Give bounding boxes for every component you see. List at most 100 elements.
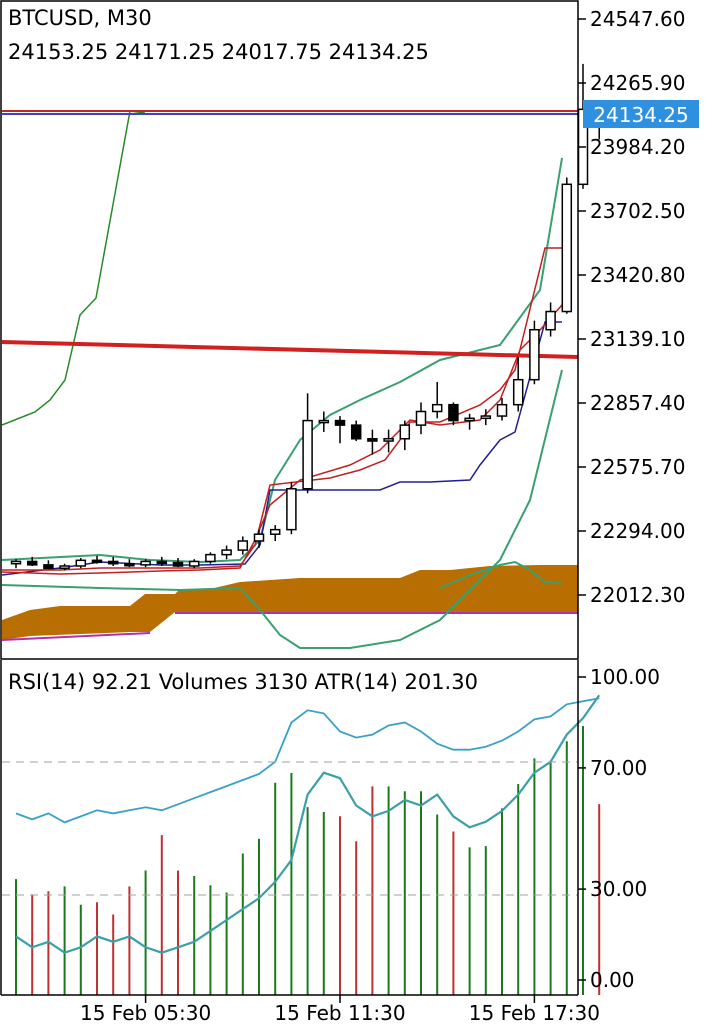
price-tick-label: 22012.30 (590, 583, 685, 607)
candle-body (350, 424, 362, 440)
candle (75, 558, 87, 569)
bollinger-lower-line (1, 369, 563, 649)
candle-body (172, 561, 184, 567)
price-tick-label: 23139.10 (590, 327, 685, 351)
candle-body (237, 540, 249, 551)
candle-body (367, 438, 378, 442)
price-tick-label: 24547.60 (590, 7, 685, 31)
candle-body (480, 415, 492, 420)
candle-body (156, 560, 168, 565)
price-axis: 24547.60 24265.90 23984.20 23702.50 23420.80… (578, 7, 685, 607)
candle-body (383, 438, 394, 442)
time-tick-label: 15 Feb 11:30 (274, 1001, 405, 1025)
red-line-thin (1, 304, 563, 575)
price-tick-label: 24265.90 (590, 71, 685, 95)
candle (529, 320, 540, 385)
candle-body (253, 533, 265, 542)
candle-body (464, 417, 475, 422)
candle-body (43, 564, 54, 570)
candle-body (59, 565, 70, 570)
candle (383, 429, 394, 453)
price-pane-frame (0, 0, 579, 660)
green-lagging-line (1, 110, 146, 426)
candle-body (561, 183, 573, 313)
rsi-tick-label: 0.00 (590, 968, 635, 992)
price-tick-label: 23702.50 (590, 199, 685, 223)
candle-body (10, 560, 22, 565)
chikou-cyan-line (439, 560, 563, 589)
ohlc-readout: 24153.25 24171.25 24017.75 24134.25 (8, 40, 429, 64)
rsi-tick-label: 30.00 (590, 877, 647, 901)
price-tick-label: 23984.20 (590, 135, 685, 159)
time-tick-label: 15 Feb 05:30 (80, 1001, 211, 1025)
candle (302, 393, 313, 494)
candle (221, 545, 232, 560)
candle (269, 525, 281, 541)
candle-body (188, 560, 200, 567)
rsi-line (15, 694, 601, 954)
current-price-tag (583, 100, 699, 128)
candle-body (496, 403, 508, 417)
price-tick-label: 22294.00 (590, 519, 685, 543)
rsi-tick-label: 70.00 (590, 756, 647, 780)
candle (10, 559, 22, 569)
candle-body (512, 378, 524, 406)
price-tick-label: 22575.70 (590, 455, 685, 479)
candle (431, 381, 443, 419)
candle (286, 481, 297, 535)
candle-body (545, 310, 556, 331)
candle (124, 559, 135, 568)
candle-body (529, 328, 540, 381)
candle (561, 177, 573, 314)
candle (26, 556, 38, 566)
candle (318, 411, 330, 432)
rsi-tick-label: 100.00 (590, 665, 660, 689)
candle (205, 552, 216, 564)
symbol-timeframe: BTCUSD, M30 (8, 6, 152, 30)
candle (448, 402, 459, 426)
candle-body (26, 560, 38, 566)
candle-body (334, 419, 346, 426)
candle (156, 556, 168, 566)
price-tick-label: 22857.40 (590, 391, 685, 415)
candle (415, 402, 427, 435)
candle (334, 416, 346, 444)
candle-body (91, 559, 103, 564)
red-line-step (2, 247, 562, 571)
current-price-label: 24134.25 (593, 103, 688, 127)
candle-body (431, 403, 443, 413)
time-tick-label: 15 Feb 17:30 (469, 1001, 600, 1025)
candle-body (107, 560, 119, 565)
candle-body (302, 419, 313, 490)
candle-body (318, 419, 330, 424)
candle-body (448, 403, 459, 422)
candle (59, 563, 70, 571)
bollinger-upper-line (1, 157, 563, 564)
candle (43, 560, 54, 570)
indicator-readout: RSI(14) 92.21 Volumes 3130 ATR(14) 201.3… (8, 670, 478, 694)
candle (367, 429, 378, 455)
candle-body (221, 549, 232, 556)
candle (237, 536, 249, 555)
price-tick-label: 23420.80 (590, 263, 685, 287)
candle (512, 356, 524, 412)
candle (140, 559, 151, 568)
candle-body (399, 424, 411, 440)
candle (545, 302, 556, 337)
rsi-axis: 100.00 70.00 30.00 0.00 (578, 665, 660, 992)
cloud-bottom-line-left (1, 632, 151, 641)
candle (480, 409, 492, 426)
candle (496, 397, 508, 421)
candle (350, 420, 362, 442)
volume-bars-group (15, 725, 601, 995)
candle-body (269, 528, 281, 535)
candle-body (286, 487, 297, 531)
candle-body (205, 553, 216, 563)
candle-body (124, 562, 135, 567)
candle-body (140, 560, 151, 566)
candle-body (75, 559, 87, 567)
time-axis: 15 Feb 05:30 15 Feb 11:30 15 Feb 17:30 (80, 995, 600, 1025)
atr-line (15, 697, 600, 824)
candle (399, 420, 411, 451)
